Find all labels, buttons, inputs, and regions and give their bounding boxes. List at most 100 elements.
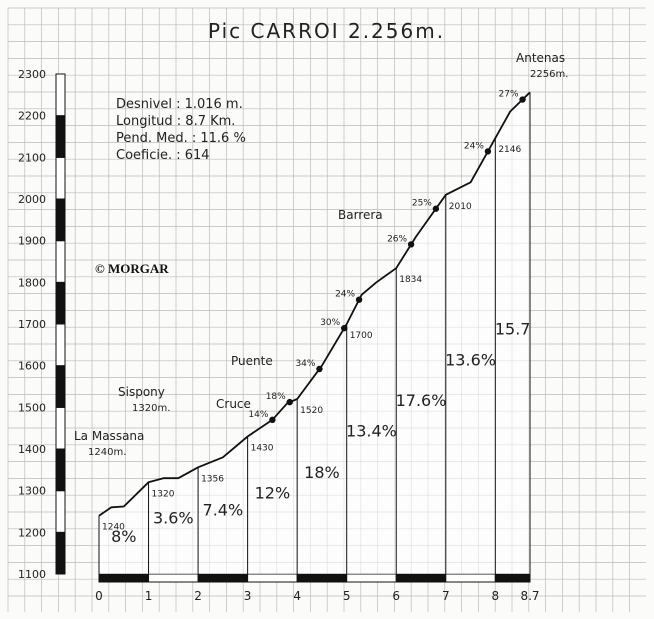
ramp-dot [341,324,348,332]
place-elevation: 2256m. [530,69,568,80]
x-tick-label: 1 [145,589,153,603]
y-tick-label: 1700 [18,318,46,331]
stat-longitud: Longitud : 8.7 Km. [116,114,235,129]
x-tick-label: 2 [194,589,202,603]
distance-block [148,573,199,583]
elevation-label: 1240 [102,523,125,533]
place-name: Sispony [118,385,165,399]
segment-gradient-label: 12% [255,483,291,502]
ramp-dot [286,398,293,406]
scale-block [55,156,66,200]
scale-block [55,281,66,325]
segment-gradient-label: 7.4% [203,500,244,519]
distance-block [197,573,249,583]
x-tick-label: 3 [244,589,252,603]
y-tick-label: 2000 [18,193,46,206]
ramp-label: 30% [320,318,340,328]
stats-block: Desnivel : 1.016 m. Longitud : 8.7 Km. P… [116,97,246,163]
ramp-label: 18% [266,392,286,402]
y-tick-label: 1900 [18,235,46,248]
distance-block [445,573,496,583]
place-elevation: 1240m. [88,447,126,458]
scale-block [55,198,66,242]
ramp-label: 24% [335,290,355,300]
y-tick-label: 1500 [18,401,46,414]
elevation-label: 2146 [498,145,521,155]
ramp-dot [432,205,440,212]
ramp-label: 26% [387,234,407,244]
x-tick-label: 8 [492,589,500,603]
segment-gradient-label: 17.6% [396,391,447,410]
elevation-label: 1700 [350,331,373,341]
scale-block [55,448,66,492]
elevation-label: 1430 [251,444,274,454]
segment-gradient-label: 3.6% [153,509,194,528]
segment-gradient-label: 15.7 [495,319,531,338]
elevation-label: 1356 [201,474,224,484]
distance-block [247,573,298,583]
distance-block [346,573,397,583]
ramp-dot [407,241,415,248]
scale-block [55,240,66,283]
stat-pendiente: Pend. Med. : 11.6 % [116,131,246,146]
place-elevation: 1320m. [132,403,170,414]
elevation-label: 2010 [449,202,472,212]
chart-title: Pic CARROI 2.256m. [208,19,445,43]
place-name: Barrera [338,208,383,222]
scale-block [55,73,66,117]
ramp-label: 25% [412,199,432,209]
x-tick-label: 0 [95,589,103,603]
ramp-label: 34% [295,359,315,369]
stat-desnivel: Desnivel : 1.016 m. [116,97,243,112]
place-name: Cruce [216,397,251,411]
ramp-dot [484,148,492,155]
y-tick-label: 2200 [18,110,46,123]
scale-block [55,115,66,158]
y-tick-labels: 1100 1200 1300 1400 1500 1600 1700 1800 1900 2000… [18,68,46,581]
elevation-label: 1520 [300,406,323,416]
y-tick-label: 2300 [18,68,46,81]
y-tick-label: 2100 [18,151,46,164]
scale-block [55,490,66,533]
distance-block [98,573,150,583]
scale-block [55,406,66,450]
scale-block [55,531,66,575]
x-tick-label: 6 [392,589,400,603]
scale-block [55,323,66,367]
elevation-label: 1320 [152,489,175,499]
ramp-dot [269,416,276,424]
x-tick-label: 8.7 [520,589,539,603]
distance-block [494,573,531,583]
copyright-label: © MORGAR [95,261,169,276]
x-tick-label: 5 [343,589,351,603]
ramp-label: 14% [248,410,268,420]
y-tick-label: 1100 [18,568,46,581]
distance-block [395,573,447,583]
y-tick-label: 1300 [18,485,46,498]
ramp-label: 24% [464,141,484,151]
x-tick-labels: 0 1 2 3 4 5 6 7 8 8.7 [95,589,539,603]
ramp-dot [316,365,323,373]
scale-block [55,365,66,408]
segment-gradient-label: 13.6% [445,350,496,369]
y-tick-label: 1800 [18,276,46,289]
ramp-dot [519,96,526,103]
place-name: Antenas [516,51,565,65]
profile-area [99,92,530,575]
place-name: La Massana [74,429,144,443]
distance-block [296,573,348,583]
elevation-label: 1834 [399,275,422,285]
place-name: Puente [231,354,273,368]
y-tick-label: 1600 [18,360,46,373]
labels-layer: 1240 1320 1356 1430 1520 1700 1834 2010 2146 8% 3.… [74,51,568,546]
segment-gradient-label: 13.4% [346,422,397,441]
segment-gradient-label: 8% [111,527,136,546]
profile-layer [98,91,531,575]
ramp-label: 27% [499,90,519,100]
ramp-dot [355,296,363,303]
y-scale-bar [55,73,531,583]
y-tick-label: 1400 [18,443,46,456]
y-tick-label: 1200 [18,526,46,539]
